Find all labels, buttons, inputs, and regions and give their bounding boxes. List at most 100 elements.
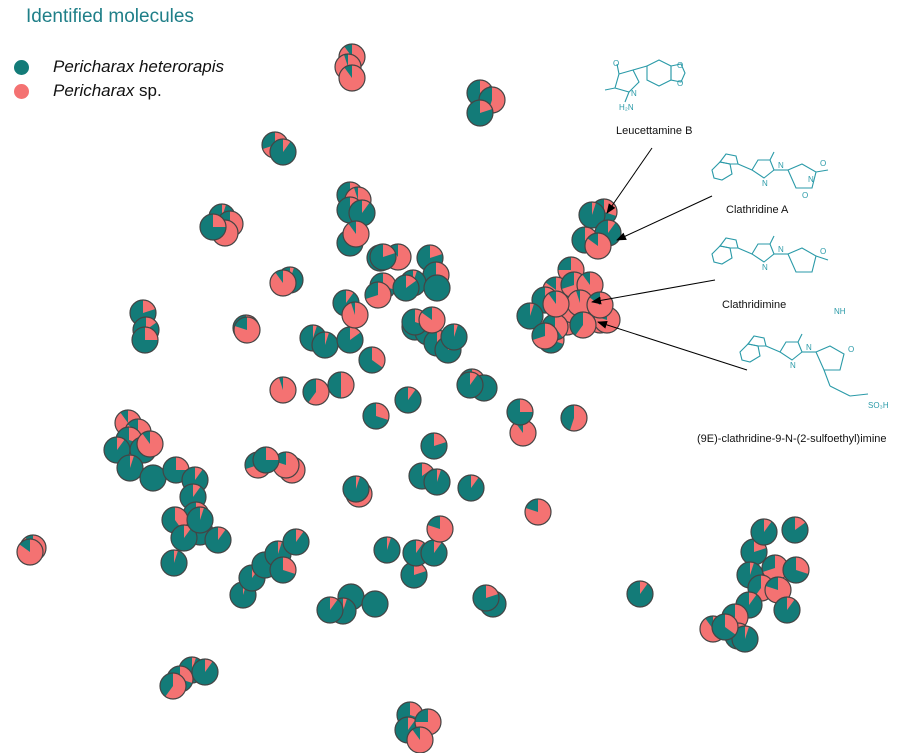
network-node[interactable] [252,446,280,474]
node-outline [420,432,448,460]
node-slice-sp [407,727,433,753]
network-node[interactable] [426,515,454,543]
network-node[interactable] [560,404,588,432]
svg-text:N: N [762,179,768,188]
network-node[interactable] [341,301,369,329]
network-node[interactable] [139,464,167,492]
node-outline [584,232,612,260]
network-node[interactable] [506,398,534,426]
network-node[interactable] [773,596,801,624]
node-outline [341,301,369,329]
network-node[interactable] [423,468,451,496]
network-node[interactable] [16,538,44,566]
node-slice-sp [434,433,447,446]
network-node[interactable] [362,402,390,430]
node-outline [252,446,280,474]
node-slice-sp [376,403,389,421]
network-node[interactable] [578,201,606,229]
network-node[interactable] [524,498,552,526]
network-node[interactable] [440,323,468,351]
structure-clathridine-a: N N O O N [711,151,829,200]
node-outline [506,398,534,426]
legend-item-sp[interactable]: Pericharax sp. [14,79,224,103]
network-node[interactable] [509,419,537,447]
network-node[interactable] [342,475,370,503]
node-slice-sp [555,314,569,338]
network-node[interactable] [750,518,778,546]
network-node[interactable] [584,232,612,260]
node-slice-sp [454,324,459,337]
network-node[interactable] [160,549,188,577]
svg-text:O: O [802,191,808,200]
network-node[interactable] [282,528,310,556]
arrow-sulfoethylimine [597,320,748,371]
network-node[interactable] [336,326,364,354]
network-node[interactable] [311,331,339,359]
node-slice-sp [233,317,260,344]
network-node[interactable] [136,430,164,458]
node-slice-heterorapis [362,591,388,617]
network-node[interactable] [186,506,214,534]
node-slice-sp [308,379,329,405]
legend-item-heterorapis[interactable]: Pericharax heterorapis [14,55,224,79]
network-node[interactable] [472,584,500,612]
node-slice-sp [750,562,755,575]
network-node[interactable] [364,281,392,309]
network-node[interactable] [269,556,297,584]
network-node[interactable] [423,274,451,302]
network-node[interactable] [316,596,344,624]
network-node[interactable] [338,64,366,92]
network-node[interactable] [516,302,544,330]
network-node[interactable] [373,536,401,564]
network-node[interactable] [782,556,810,584]
node-slice-sp [543,291,570,317]
network-node[interactable] [764,576,792,604]
node-slice-sp [176,457,189,470]
network-node[interactable] [731,625,759,653]
network-node[interactable] [420,432,448,460]
node-slice-sp [525,499,552,525]
network-node[interactable] [269,376,297,404]
node-slice-sp [195,467,203,480]
node-slice-sp [509,420,536,446]
network-node[interactable] [406,726,434,753]
network-node[interactable] [204,526,232,554]
arrow-clathridine-a [616,195,713,241]
network-node[interactable] [199,213,227,241]
node-slice-sp [745,626,750,639]
node-slice-sp [273,452,299,479]
network-node[interactable] [711,613,739,641]
network-node[interactable] [457,474,485,502]
node-outline [560,404,588,432]
network-node[interactable] [361,590,389,618]
network-node[interactable] [302,378,330,406]
network-node[interactable] [269,269,297,297]
network-node[interactable] [466,99,494,127]
network-node[interactable] [116,454,144,482]
network-node[interactable] [531,322,559,350]
node-outline [423,468,451,496]
network-node[interactable] [456,371,484,399]
network-node[interactable] [358,346,386,374]
network-node[interactable] [131,326,159,354]
network-node[interactable] [191,658,219,686]
network-node[interactable] [781,516,809,544]
network-node[interactable] [420,539,448,567]
node-slice-sp [765,577,792,603]
network-node[interactable] [159,672,187,700]
network-node[interactable] [369,243,397,271]
node-outline [524,498,552,526]
network-node[interactable] [542,290,570,318]
network-node[interactable] [327,371,355,399]
network-node[interactable] [569,311,597,339]
network-node[interactable] [342,220,370,248]
network-node[interactable] [394,386,422,414]
network-node[interactable] [418,306,446,334]
network-node[interactable] [269,138,297,166]
node-slice-sp [749,592,757,605]
network-node[interactable] [233,316,261,344]
node-slice-sp [640,581,648,594]
network-node[interactable] [392,274,420,302]
node-slice-sp [486,585,499,598]
network-node[interactable] [626,580,654,608]
